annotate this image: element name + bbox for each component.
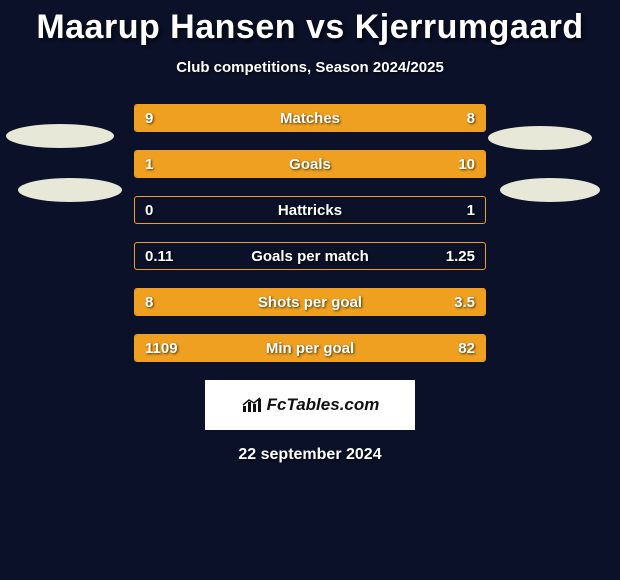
stat-row: 0 1Hattricks xyxy=(134,196,486,224)
decorative-ellipse xyxy=(6,124,114,148)
page-title: Maarup Hansen vs Kjerrumgaard xyxy=(0,0,620,47)
row-label: Hattricks xyxy=(135,197,485,223)
value-right: 1.25 xyxy=(436,243,485,269)
decorative-ellipse xyxy=(488,126,592,150)
value-left: 0.11 xyxy=(135,243,183,269)
chart-icon xyxy=(241,396,263,414)
bar-fill-right xyxy=(198,151,485,177)
value-right: 1 xyxy=(457,197,485,223)
date-text: 22 september 2024 xyxy=(0,446,620,464)
decorative-ellipse xyxy=(500,178,600,202)
brand-badge: FcTables.com xyxy=(205,380,415,430)
subtitle: Club competitions, Season 2024/2025 xyxy=(0,59,620,76)
bar-fill-left xyxy=(135,105,321,131)
stat-row: 110982Min per goal xyxy=(134,334,486,362)
row-label: Goals per match xyxy=(135,243,485,269)
stat-row: 0.11 1.25Goals per match xyxy=(134,242,486,270)
comparison-chart: 98Matches 110Goals 0 1Hattricks 0.11 1.25Goal… xyxy=(134,104,486,362)
bar-fill-right xyxy=(321,105,486,131)
bar-fill-left xyxy=(135,151,198,177)
stat-row: 83.5Shots per goal xyxy=(134,288,486,316)
brand-text: FcTables.com xyxy=(267,395,380,415)
stat-row: 110Goals xyxy=(134,150,486,178)
decorative-ellipse xyxy=(18,178,122,202)
bar-fill-right xyxy=(422,335,485,361)
bar-fill-right xyxy=(380,289,485,315)
bar-fill-left xyxy=(135,335,422,361)
value-left: 0 xyxy=(135,197,163,223)
stat-row: 98Matches xyxy=(134,104,486,132)
bar-fill-left xyxy=(135,289,380,315)
